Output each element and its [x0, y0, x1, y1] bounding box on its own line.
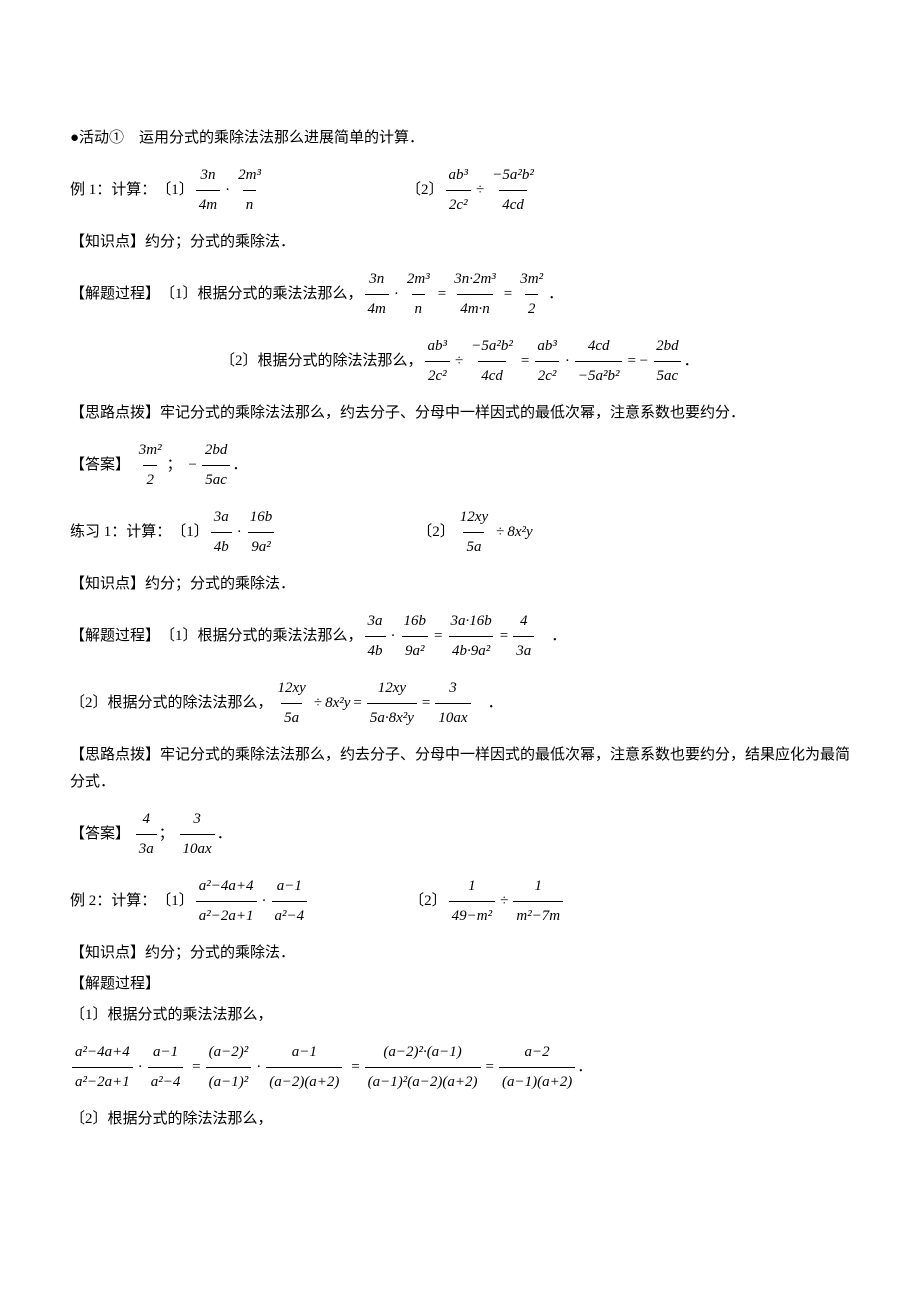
- dot-op: ·: [222, 177, 233, 204]
- div-op: ÷: [473, 177, 487, 204]
- example2-label: 例 2：计算：: [70, 888, 156, 915]
- f: ab³2c²: [425, 333, 451, 390]
- pr1-solution1: 【解题过程】 〔1〕根据分式的乘法法那么， 3a4b · 16b9a² = 3a…: [70, 608, 850, 665]
- f: 3a·16b4b·9a²: [448, 608, 495, 665]
- ex1-p1-frac1: 3n4m: [196, 162, 220, 219]
- ex1-p2-frac1: ab³2c²: [445, 162, 471, 219]
- f: 3m²2: [136, 437, 165, 494]
- practice1-problems: 练习 1：计算： 〔1〕 3a4b · 16b9a² 〔2〕 12xy5a ÷ …: [70, 504, 850, 561]
- ex1-p2-label: 〔2〕: [406, 177, 444, 204]
- f: 16b9a²: [401, 608, 430, 665]
- f: 43a: [513, 608, 534, 665]
- f: 16b9a²: [247, 504, 276, 561]
- ex1-p2-frac2: −5a²b²4cd: [489, 162, 537, 219]
- ex1-p1-frac2: 2m³n: [235, 162, 264, 219]
- sol2-text: 〔2〕根据分式的除法法那么，: [220, 348, 423, 375]
- f: a−2(a−1)(a+2): [499, 1039, 575, 1096]
- f: 12xy5a: [457, 504, 491, 561]
- f: a−1a²−4: [272, 873, 308, 930]
- f: 310ax: [180, 806, 215, 863]
- pr1-knowledge-point: 【知识点】约分；分式的乘除法．: [70, 571, 850, 598]
- example2-problems: 例 2：计算： 〔1〕 a²−4a+4a²−2a+1 · a−1a²−4 〔2〕…: [70, 873, 850, 930]
- example1-problems: 例 1：计算： 〔1〕 3n4m · 2m³n 〔2〕 ab³2c² ÷ −5a…: [70, 162, 850, 219]
- ex1-p1-label: 〔1〕: [156, 177, 194, 204]
- ex2-sol1-equation: a²−4a+4a²−2a+1 · a−1a²−4 = (a−2)²(a−1)² …: [70, 1039, 850, 1096]
- pr1-solution2: 〔2〕根据分式的除法法那么， 12xy5a ÷ 8x²y = 12xy5a·8x…: [70, 675, 850, 732]
- f: a²−4a+4a²−2a+1: [196, 873, 257, 930]
- f: (a−2)²(a−1)²: [206, 1039, 252, 1096]
- practice1-label: 练习 1：计算：: [70, 519, 171, 546]
- ex2-solution-label: 【解题过程】: [70, 971, 850, 998]
- f: 3a4b: [365, 608, 386, 665]
- f: 2m³n: [404, 266, 433, 323]
- f: a−1a²−4: [148, 1039, 184, 1096]
- f: a²−4a+4a²−2a+1: [72, 1039, 133, 1096]
- answer-label: 【答案】: [70, 452, 130, 479]
- sol1-text: 〔1〕根据分式的乘法法那么，: [160, 281, 363, 308]
- pr1-answer: 【答案】 43a ； 310ax ．: [70, 806, 850, 863]
- f: 12xy5a: [275, 675, 309, 732]
- f: a−1(a−2)(a+2): [266, 1039, 342, 1096]
- ex1-answer: 【答案】 3m²2 ； − 2bd5ac ．: [70, 437, 850, 494]
- f: 149−m²: [449, 873, 495, 930]
- activity-heading: ●活动① 运用分式的乘除法法那么进展简单的计算．: [70, 125, 850, 152]
- ex1-solution1: 【解题过程】 〔1〕根据分式的乘法法那么， 3n4m · 2m³n = 3n·2…: [70, 266, 850, 323]
- f: 3n4m: [365, 266, 389, 323]
- ex1-solution2: 〔2〕根据分式的除法法那么， ab³2c² ÷ −5a²b²4cd = ab³2…: [70, 333, 850, 390]
- ex1-knowledge-point: 【知识点】约分；分式的乘除法．: [70, 229, 850, 256]
- pr1-tip: 【思路点拨】牢记分式的乘除法法那么，约去分子、分母中一样因式的最低次幂，注意系数…: [70, 742, 850, 796]
- f: ab³2c²: [534, 333, 560, 390]
- solution-label: 【解题过程】: [70, 281, 160, 308]
- f: 4cd−5a²b²: [575, 333, 623, 390]
- f: 43a: [136, 806, 157, 863]
- ex2-sol2-text: 〔2〕根据分式的除法法那么，: [70, 1106, 850, 1133]
- f: 1m²−7m: [513, 873, 563, 930]
- f: 2bd5ac: [653, 333, 682, 390]
- ex2-knowledge-point: 【知识点】约分；分式的乘除法．: [70, 940, 850, 967]
- f: −5a²b²4cd: [468, 333, 516, 390]
- example1-label: 例 1：计算：: [70, 177, 156, 204]
- page-content: ●活动① 运用分式的乘除法法那么进展简单的计算． 例 1：计算： 〔1〕 3n4…: [0, 0, 920, 1193]
- ex2-sol1-text: 〔1〕根据分式的乘法法那么，: [70, 1002, 850, 1029]
- f: 12xy5a·8x²y: [367, 675, 417, 732]
- ex1-tip: 【思路点拨】牢记分式的乘除法法那么，约去分子、分母中一样因式的最低次幂，注意系数…: [70, 400, 850, 427]
- f: 2bd5ac: [202, 437, 231, 494]
- f: 3n·2m³4m·n: [451, 266, 499, 323]
- f: 3a4b: [211, 504, 232, 561]
- f: 310ax: [435, 675, 470, 732]
- f: 3m²2: [517, 266, 546, 323]
- f: (a−2)²·(a−1)(a−1)²(a−2)(a+2): [365, 1039, 481, 1096]
